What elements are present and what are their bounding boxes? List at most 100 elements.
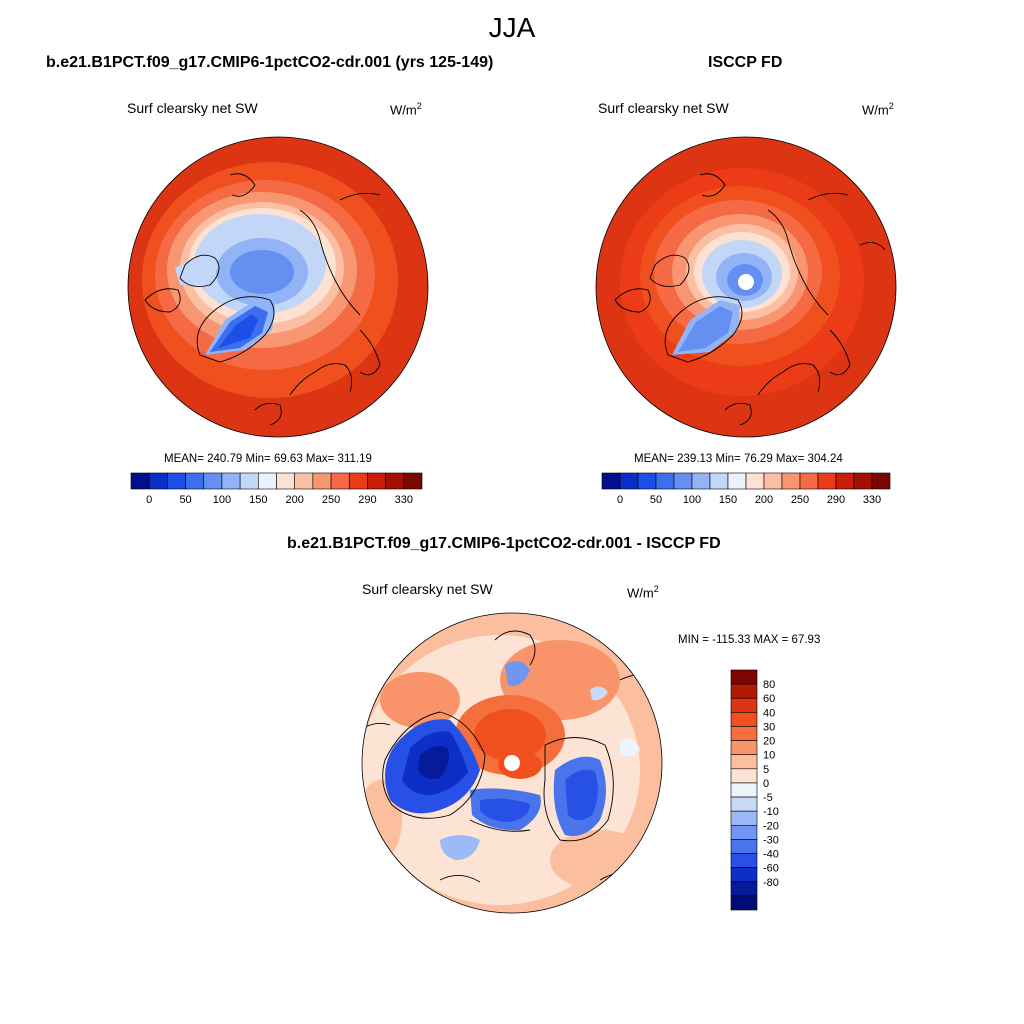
colorbar-tick-label: 290 <box>358 494 376 506</box>
colorbar-tick-label: 40 <box>763 707 775 719</box>
panel-obs-stats: MEAN= 239.13 Min= 76.29 Max= 304.24 <box>634 453 843 465</box>
colorbar-tick-label: 50 <box>650 494 662 506</box>
colorbar-box <box>730 881 758 897</box>
colorbar-tick-label: -5 <box>763 792 773 804</box>
colorbar-box <box>730 697 758 713</box>
map-diff-coastlines <box>362 630 656 883</box>
panel-diff-units: W/m2 <box>627 584 659 601</box>
colorbar-tick-label: -80 <box>763 877 779 889</box>
panel-model-stats: MEAN= 240.79 Min= 69.63 Max= 311.19 <box>164 453 372 465</box>
colorbar-box <box>601 472 621 490</box>
colorbar-tick-label: -60 <box>763 863 779 875</box>
panel-model-subtitle: Surf clearsky net SW <box>127 100 258 116</box>
colorbar-model: 0 50 100 150 200 250 290 330 <box>130 472 423 506</box>
colorbar-box <box>730 895 758 911</box>
map-model <box>128 137 428 437</box>
colorbar-box <box>730 839 758 854</box>
colorbar-box <box>691 472 711 490</box>
colorbar-box <box>185 472 205 490</box>
colorbar-tick-label: 150 <box>249 494 267 506</box>
colorbar-tick-label: 10 <box>763 750 775 762</box>
panel-obs-subtitle: Surf clearsky net SW <box>598 100 729 116</box>
colorbar-box <box>276 472 295 490</box>
colorbar-box <box>655 472 675 490</box>
colorbar-box <box>330 472 350 490</box>
colorbar-box <box>258 472 277 490</box>
panel-obs-title: ISCCP FD <box>708 54 783 71</box>
colorbar-box <box>853 472 873 490</box>
panel-diff-subtitle: Surf clearsky net SW <box>362 581 493 597</box>
map-model-coastlines <box>144 173 381 426</box>
colorbar-box <box>367 472 386 490</box>
colorbar-tick-label: 290 <box>827 494 845 506</box>
colorbar-box <box>730 683 758 699</box>
colorbar-tick-label: 0 <box>617 494 623 506</box>
colorbar-tick-label: -30 <box>763 834 779 846</box>
panel-model-units: W/m2 <box>390 101 422 118</box>
colorbar-tick-label: -20 <box>763 820 779 832</box>
panel-model-title: b.e21.B1PCT.f09_g17.CMIP6-1pctCO2-cdr.00… <box>46 54 494 71</box>
colorbar-box <box>871 472 891 490</box>
colorbar-box <box>403 472 423 490</box>
colorbar-obs: 0 50 100 150 200 250 290 330 <box>601 472 891 506</box>
colorbar-box <box>348 472 368 490</box>
colorbar-box <box>817 472 837 490</box>
colorbar-tick-label: 200 <box>755 494 773 506</box>
colorbar-box <box>730 754 758 770</box>
colorbar-tick-label: 30 <box>763 721 775 733</box>
colorbar-box <box>730 824 758 840</box>
colorbar-tick-label: 0 <box>146 494 152 506</box>
colorbar-box <box>730 853 758 868</box>
colorbar-box <box>835 472 855 490</box>
colorbar-box <box>221 472 241 490</box>
colorbar-tick-label: 50 <box>179 494 191 506</box>
colorbar-box <box>730 726 758 741</box>
colorbar-tick-label: 150 <box>719 494 737 506</box>
colorbar-tick-label: 250 <box>322 494 340 506</box>
colorbar-tick-label: 250 <box>791 494 809 506</box>
map-diff <box>362 613 662 913</box>
colorbar-tick-label: 200 <box>286 494 304 506</box>
colorbar-box <box>730 782 758 798</box>
season-title: JJA <box>488 12 536 43</box>
colorbar-tick-label: 20 <box>763 736 775 748</box>
colorbar-box <box>730 740 758 756</box>
panel-diff-title: b.e21.B1PCT.f09_g17.CMIP6-1pctCO2-cdr.00… <box>287 535 721 552</box>
colorbar-box <box>730 712 758 727</box>
map-obs <box>596 137 896 437</box>
colorbar-box <box>763 472 783 490</box>
colorbar-tick-label: 0 <box>763 778 769 790</box>
map-obs-coastlines <box>614 173 886 426</box>
panel-obs-units: W/m2 <box>862 101 894 118</box>
colorbar-tick-label: 100 <box>683 494 701 506</box>
colorbar-box <box>239 472 259 490</box>
colorbar-tick-label: 330 <box>863 494 881 506</box>
panel-diff-stats: MIN = -115.33 MAX = 67.93 <box>678 634 821 646</box>
colorbar-tick-label: 100 <box>213 494 231 506</box>
colorbar-tick-label: -40 <box>763 849 779 861</box>
colorbar-box <box>730 796 758 812</box>
colorbar-box <box>781 472 801 490</box>
colorbar-tick-label: 330 <box>395 494 413 506</box>
colorbar-box <box>745 472 765 490</box>
colorbar-box <box>730 669 758 685</box>
colorbar-box <box>167 472 186 490</box>
colorbar-tick-label: 5 <box>763 764 769 776</box>
colorbar-box <box>730 768 758 784</box>
colorbar-box <box>203 472 223 490</box>
colorbar-box <box>619 472 639 490</box>
colorbar-box <box>709 472 729 490</box>
colorbar-box <box>148 472 168 490</box>
colorbar-box <box>294 472 314 490</box>
colorbar-box <box>799 472 819 490</box>
colorbar-box <box>385 472 405 490</box>
colorbar-box <box>730 867 758 883</box>
colorbar-box <box>730 810 758 826</box>
colorbar-box <box>727 472 747 490</box>
colorbar-tick-label: 60 <box>763 693 775 705</box>
colorbar-box <box>130 472 150 490</box>
colorbar-box <box>312 472 332 490</box>
colorbar-diff: 80 60 40 30 20 10 5 0 -5 -10 -20 -30 -40 -60 -80 <box>730 669 779 911</box>
colorbar-tick-label: -10 <box>763 806 779 818</box>
